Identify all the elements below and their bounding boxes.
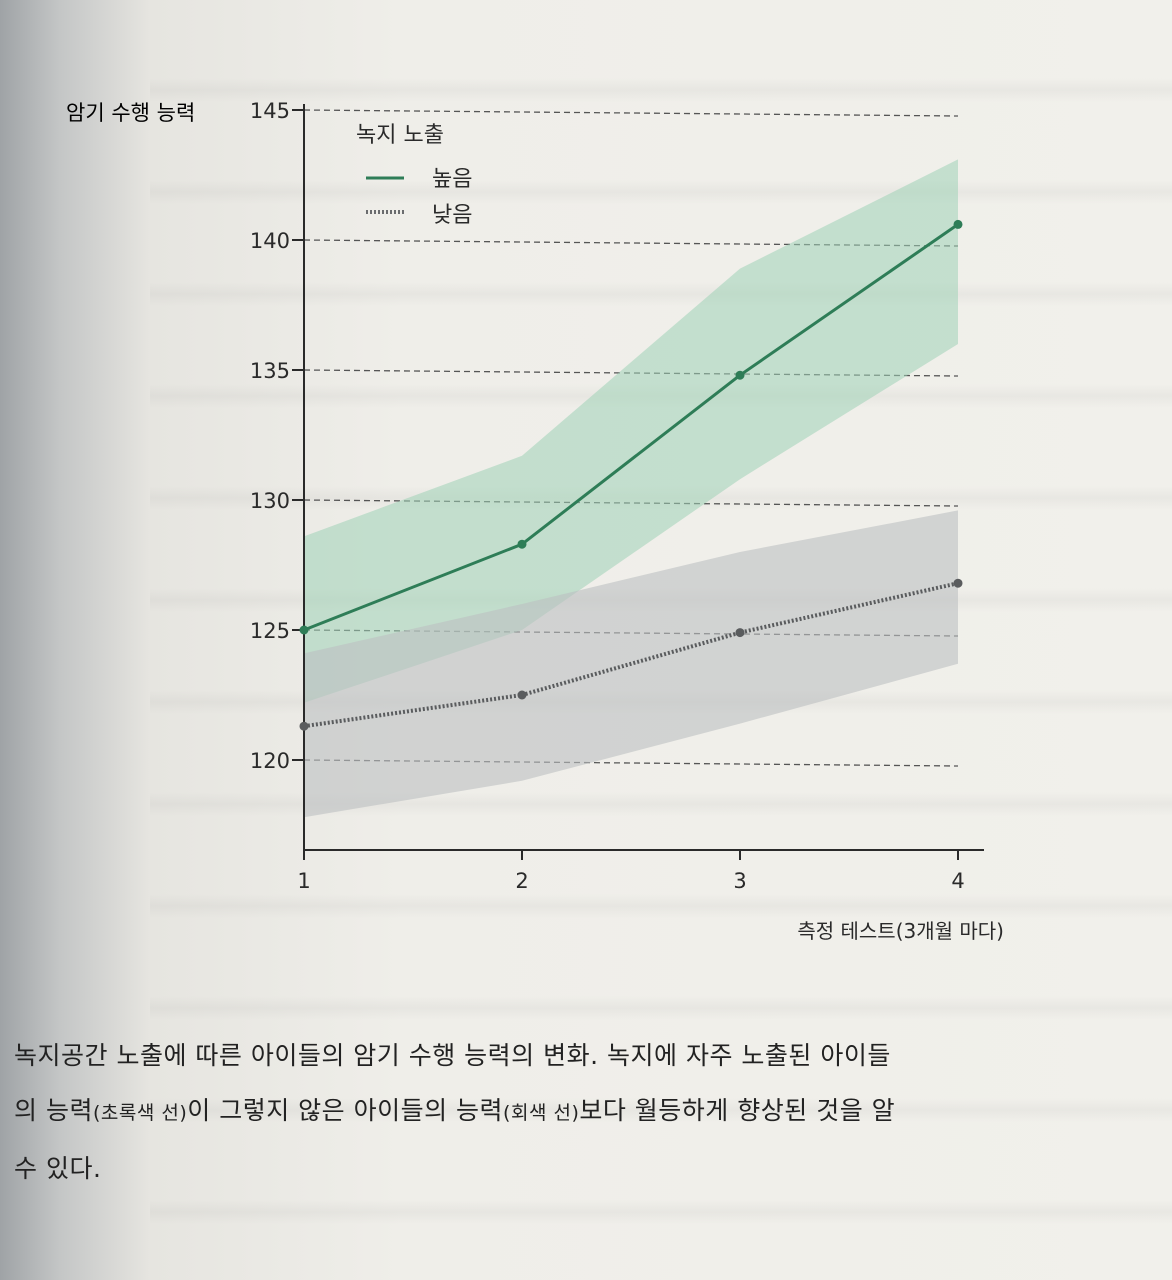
- x-axis-title: 측정 테스트(3개월 마다): [797, 919, 1004, 943]
- y-tick-label-120: 120: [250, 749, 290, 773]
- caption-line-2-e: 보다 월등하게 향상된 것을 알: [579, 1096, 896, 1125]
- line-chart: 120 125 130 135 140 145 1 2 3 4 암기 수행 능력 측정 테스트(3…: [66, 99, 1004, 943]
- caption-line-1: 녹지공간 노출에 따른 아이들의 암기 수행 능력의 변화. 녹지에 자주 노출…: [14, 1041, 891, 1070]
- caption-line-3: 수 있다.: [14, 1154, 102, 1183]
- data-point-high-3: [735, 370, 745, 380]
- legend-title: 녹지 노출: [356, 123, 444, 148]
- legend-label-high: 높음: [432, 167, 472, 192]
- confidence-bands: [304, 159, 958, 818]
- y-tick-label-130: 130: [250, 489, 290, 513]
- caption-note-gray: (회색 선): [503, 1102, 580, 1124]
- x-tick-label-3: 3: [733, 869, 746, 893]
- series-line-high: [303, 223, 959, 632]
- y-tick-label-135: 135: [250, 359, 290, 383]
- legend-label-low: 낮음: [432, 203, 472, 228]
- y-tick-label-145: 145: [250, 99, 290, 123]
- figure-caption: 녹지공간 노출에 따른 아이들의 암기 수행 능력의 변화. 녹지에 자주 노출…: [14, 1028, 1164, 1196]
- gridline-y-120: [303, 759, 959, 767]
- data-point-low-1: [299, 721, 309, 731]
- data-point-low-4: [953, 578, 963, 588]
- y-tick-label-125: 125: [250, 619, 290, 643]
- caption-line-2-c: 이 그렇지 않은 아이들의 능력: [187, 1096, 504, 1125]
- data-point-high-1: [299, 625, 309, 635]
- tick-labels: 120 125 130 135 140 145 1 2 3 4: [250, 99, 965, 893]
- gridline-y-145: [303, 109, 959, 117]
- legend: 녹지 노출 높음 낮음: [356, 123, 472, 228]
- data-point-high-2: [517, 539, 527, 549]
- caption-line-2-a: 의 능력: [14, 1096, 93, 1125]
- data-point-low-2: [517, 690, 527, 700]
- caption-note-green: (초록색 선): [92, 1102, 188, 1124]
- series-line-low: [303, 581, 959, 729]
- y-tick-label-140: 140: [250, 229, 290, 253]
- x-tick-label-1: 1: [297, 869, 310, 893]
- series-lines: [299, 219, 963, 731]
- gridline-y-130: [303, 499, 959, 507]
- x-tick-label-4: 4: [951, 869, 964, 893]
- y-axis-title: 암기 수행 능력: [66, 101, 195, 125]
- data-point-low-3: [735, 628, 745, 638]
- data-point-high-4: [953, 219, 963, 229]
- x-tick-label-2: 2: [515, 869, 528, 893]
- caption-line-2: 의 능력(초록색 선)이 그렇지 않은 아이들의 능력(회색 선)보다 월등하게…: [14, 1083, 1164, 1141]
